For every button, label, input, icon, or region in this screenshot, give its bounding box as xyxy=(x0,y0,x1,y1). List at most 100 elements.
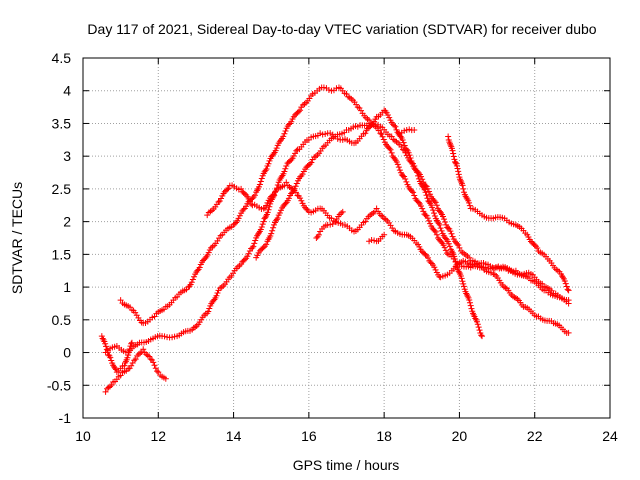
track-marker xyxy=(456,269,463,276)
track-marker xyxy=(263,241,270,248)
track-marker xyxy=(391,122,398,129)
track-marker xyxy=(257,178,264,185)
data-point xyxy=(366,238,373,245)
track-marker xyxy=(384,111,391,118)
data-point xyxy=(249,244,256,251)
data-point xyxy=(121,362,128,369)
track-marker xyxy=(327,221,334,228)
track-marker xyxy=(466,199,473,206)
track-marker xyxy=(467,302,474,309)
track-marker xyxy=(154,368,161,375)
track-marker xyxy=(218,195,225,202)
data-point xyxy=(565,287,572,294)
track-marker xyxy=(161,333,168,340)
track-marker xyxy=(150,359,157,366)
track-marker xyxy=(466,299,473,306)
track-marker xyxy=(378,131,385,138)
track-marker xyxy=(124,354,131,361)
track-marker xyxy=(265,160,272,167)
track-marker xyxy=(391,155,398,162)
series-track-2 xyxy=(117,84,572,336)
track-marker xyxy=(264,199,271,206)
track-marker xyxy=(288,118,295,125)
track-marker xyxy=(432,199,439,206)
track-marker xyxy=(297,195,304,202)
grid-layer xyxy=(83,58,610,418)
data-point xyxy=(392,123,399,130)
track-marker xyxy=(431,213,438,220)
track-marker xyxy=(425,217,432,224)
track-marker xyxy=(418,203,425,210)
track-marker xyxy=(448,230,455,237)
track-marker xyxy=(191,273,198,280)
data-point xyxy=(433,202,440,209)
y-tick-label: 3 xyxy=(63,148,71,164)
track-marker xyxy=(225,185,232,192)
track-marker xyxy=(249,195,256,202)
track-marker xyxy=(269,192,276,199)
track-marker xyxy=(455,242,462,249)
track-marker xyxy=(427,259,434,266)
track-marker xyxy=(189,276,196,283)
track-marker xyxy=(303,205,310,212)
track-marker xyxy=(263,165,270,172)
track-marker xyxy=(308,159,315,166)
track-marker xyxy=(436,221,443,228)
track-marker xyxy=(449,233,456,240)
track-marker xyxy=(449,147,456,154)
track-marker xyxy=(432,228,439,235)
track-marker xyxy=(424,185,431,192)
track-marker xyxy=(476,327,483,334)
track-marker xyxy=(205,308,212,315)
data-point xyxy=(283,179,290,186)
track-marker xyxy=(459,278,466,285)
track-marker xyxy=(401,127,408,134)
track-marker xyxy=(466,297,473,304)
track-marker xyxy=(251,240,258,247)
chart-title: Day 117 of 2021, Sidereal Day-to-day VTE… xyxy=(87,21,596,37)
y-tick-label: -0.5 xyxy=(47,377,71,393)
data-point xyxy=(381,231,388,238)
track-marker xyxy=(236,212,243,219)
track-marker xyxy=(107,354,114,361)
x-tick-label: 12 xyxy=(150,428,166,444)
data-point xyxy=(132,356,139,363)
data-point xyxy=(294,192,301,199)
data-point xyxy=(460,280,467,287)
track-marker xyxy=(441,244,448,251)
track-marker xyxy=(450,150,457,157)
track-marker xyxy=(438,239,445,246)
track-marker xyxy=(291,185,298,192)
track-marker xyxy=(402,149,409,156)
track-marker xyxy=(281,130,288,137)
track-marker xyxy=(258,224,265,231)
track-marker xyxy=(527,238,534,245)
y-tick-label: 2 xyxy=(63,214,71,230)
series-track-10 xyxy=(396,126,418,137)
track-marker xyxy=(431,264,438,271)
track-marker xyxy=(402,176,409,183)
track-marker xyxy=(410,189,417,196)
track-marker xyxy=(299,171,306,178)
track-marker xyxy=(474,321,481,328)
track-marker xyxy=(420,179,427,186)
track-marker xyxy=(278,173,285,180)
track-marker xyxy=(422,189,429,196)
track-marker xyxy=(151,362,158,369)
track-marker xyxy=(280,133,287,140)
series-track-4 xyxy=(253,120,572,307)
data-point xyxy=(437,225,444,232)
y-tick-label: 4.5 xyxy=(52,50,72,66)
data-point xyxy=(140,346,147,353)
track-marker xyxy=(454,240,461,247)
y-tick-label: 1 xyxy=(63,279,71,295)
track-marker xyxy=(403,178,410,185)
track-marker xyxy=(564,286,571,293)
x-axis-label: GPS time / hours xyxy=(293,457,400,473)
track-marker xyxy=(235,215,242,222)
track-marker xyxy=(287,158,294,165)
series-track-6 xyxy=(102,346,169,395)
track-marker xyxy=(307,160,314,167)
track-marker xyxy=(255,229,262,236)
data-point xyxy=(565,300,572,307)
